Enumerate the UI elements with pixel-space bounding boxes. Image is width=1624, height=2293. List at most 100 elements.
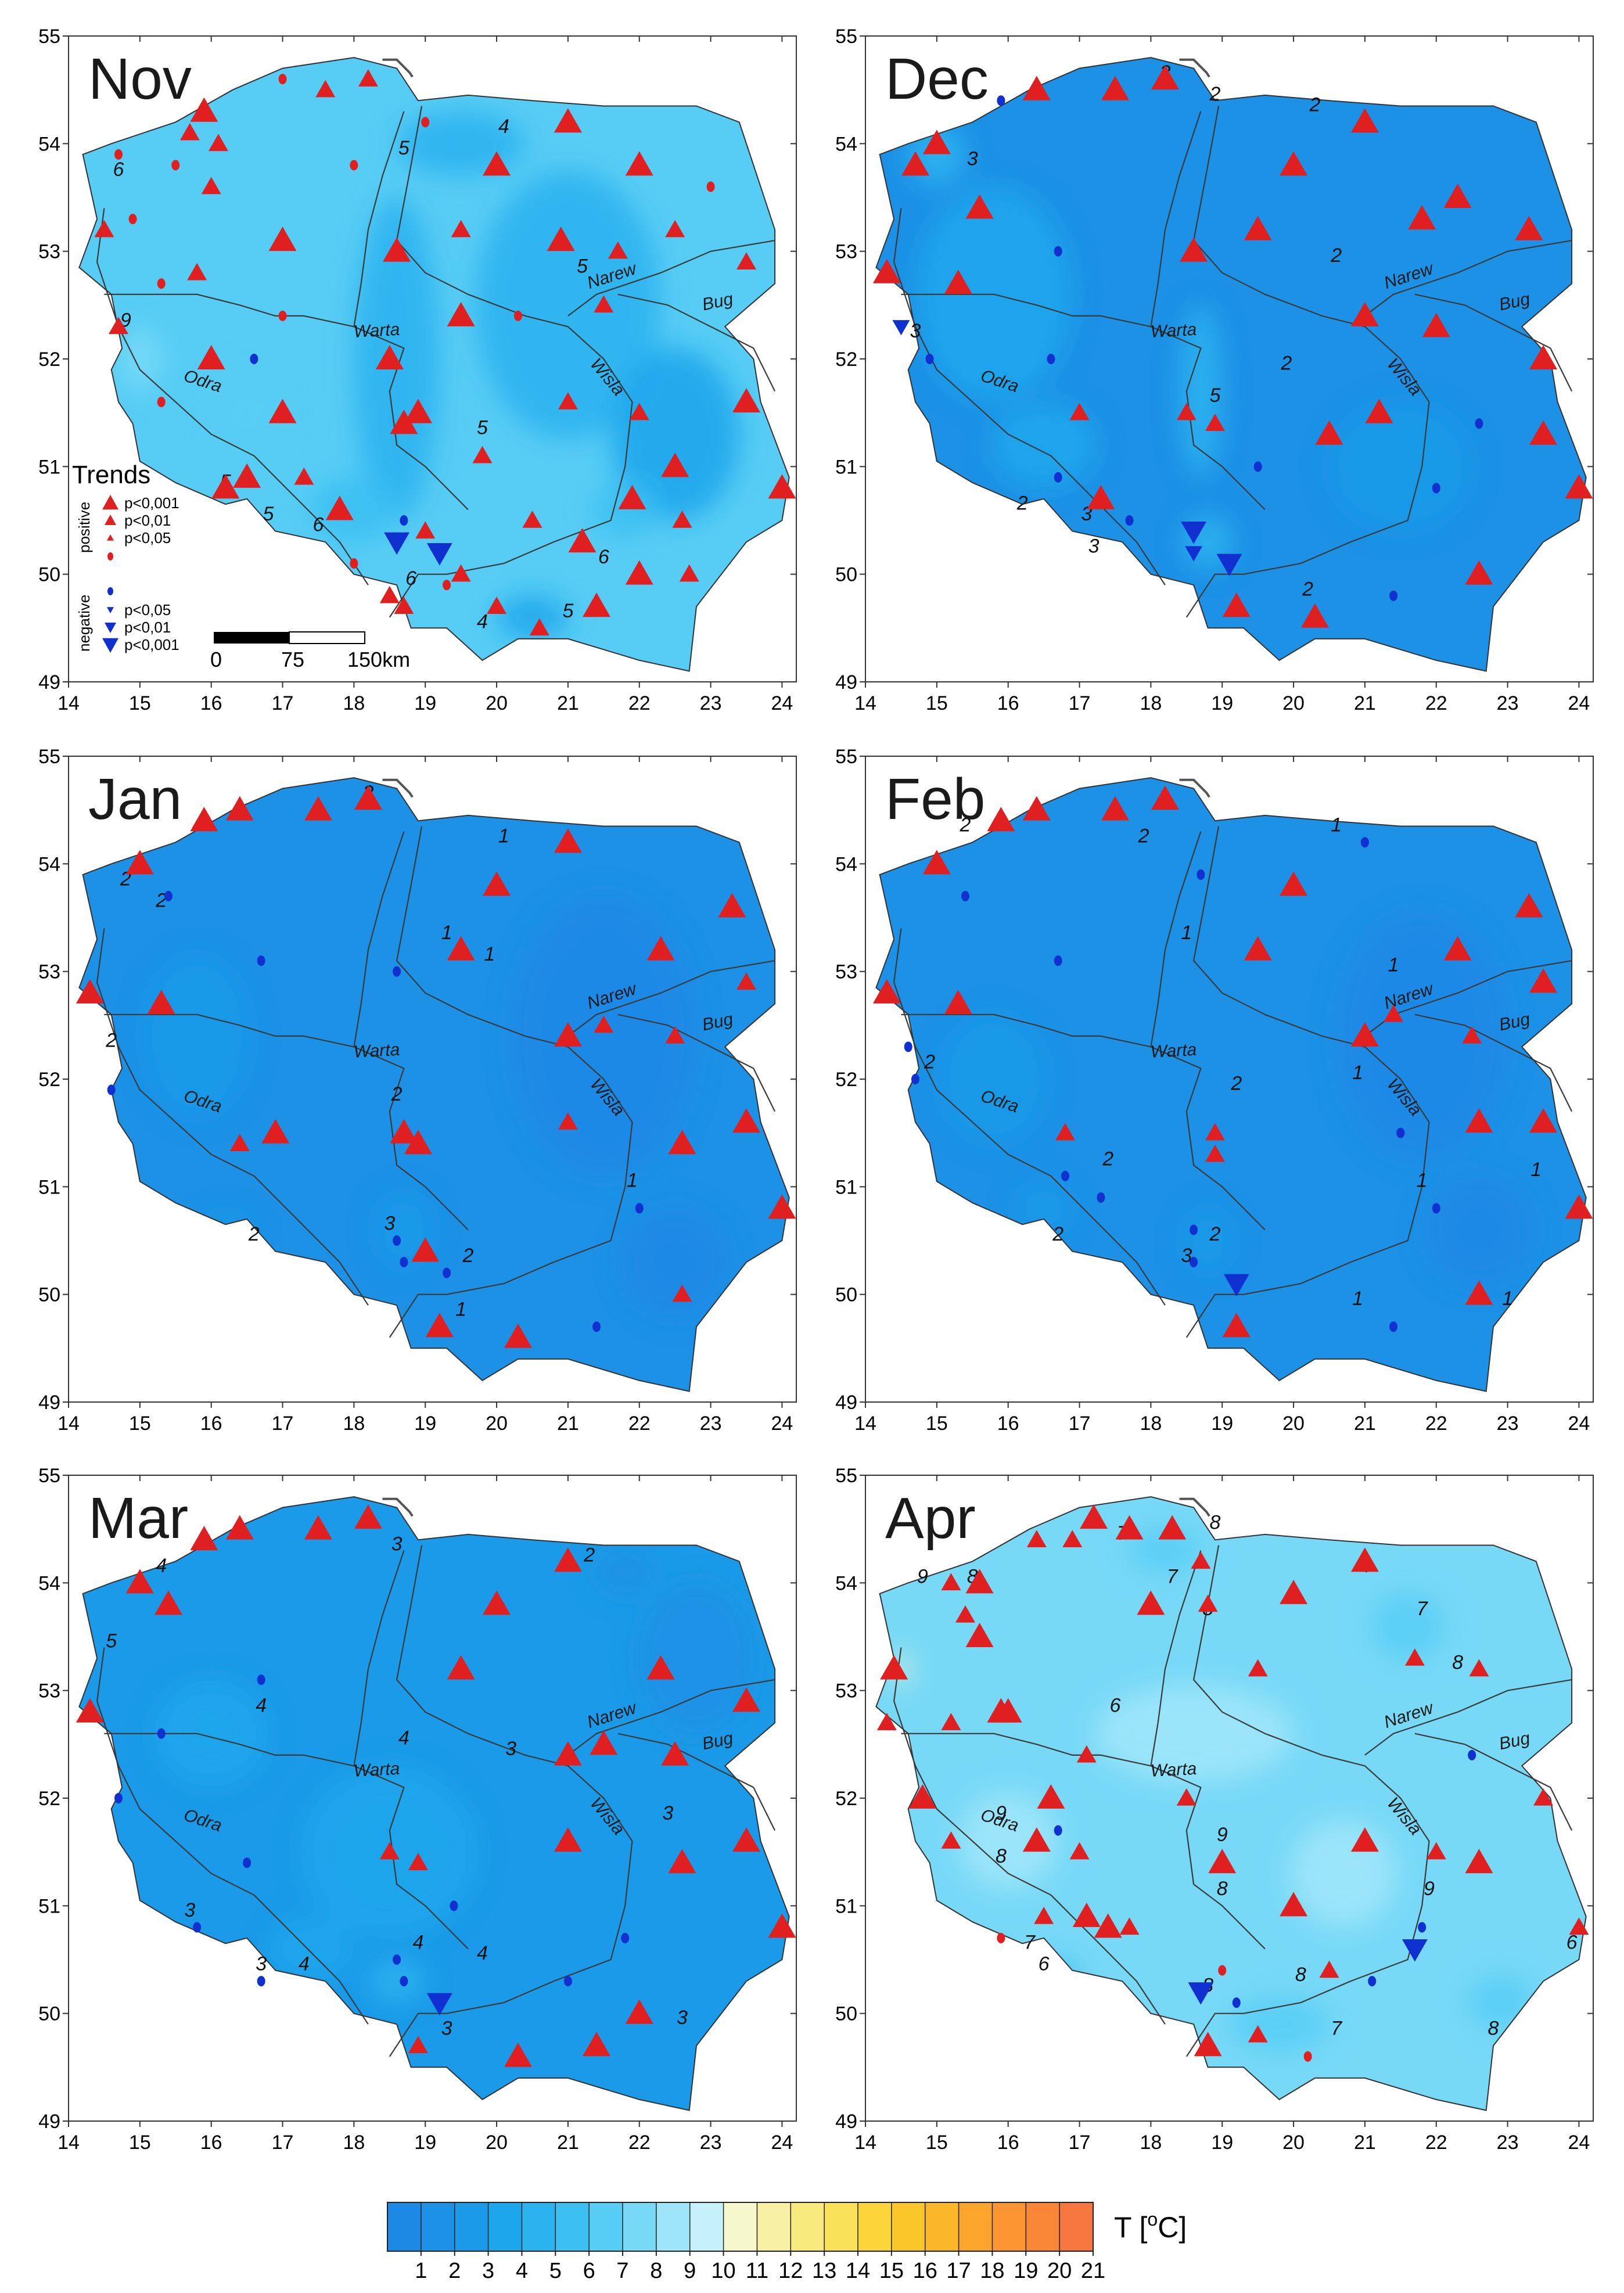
station-positive-triangle <box>451 564 471 582</box>
y-tick-label: 52 <box>38 1069 60 1091</box>
station-positive-triangle <box>375 345 404 369</box>
station-positive-triangle <box>208 134 228 152</box>
temperature-zone <box>211 369 283 456</box>
station-positive-triangle <box>379 1842 400 1860</box>
colorbar-swatch <box>858 2202 892 2251</box>
station-positive-triangle <box>554 1547 582 1572</box>
station-positive-triangle <box>190 97 218 122</box>
station-negative-dot <box>925 354 934 364</box>
station-positive-triangle <box>1022 76 1051 100</box>
temperature-zone <box>1129 1529 1201 1572</box>
temperature-zone <box>1425 1176 1533 1284</box>
station-positive-triangle <box>76 1698 104 1723</box>
x-tick-label: 23 <box>700 2132 722 2154</box>
station-positive-triangle <box>768 1194 796 1219</box>
scale-bar: 0 75 150km <box>210 631 410 671</box>
station-positive-triangle <box>225 1515 254 1540</box>
isoline-label: 3 <box>1088 535 1100 558</box>
isoline-label: 4 <box>412 1931 423 1953</box>
station-positive-triangle <box>736 972 757 990</box>
station-negative-dot <box>393 966 401 977</box>
x-tick-label: 22 <box>1425 1413 1447 1435</box>
station-positive-triangle <box>558 1112 578 1130</box>
colorbar-label: 12 <box>778 2259 803 2283</box>
map-panel-mar: 14 15 16 17 18 19 20 21 22 23 2449505152535455Wart… <box>38 1465 797 2154</box>
river-line <box>389 1545 633 2057</box>
station-positive-triangle <box>1205 1144 1225 1162</box>
station-negative-dot <box>1061 1170 1069 1181</box>
station-positive-dot <box>171 160 180 171</box>
station-negative-dot <box>1389 590 1398 601</box>
station-positive-triangle <box>211 474 240 499</box>
temperature-zone <box>958 1792 1058 1890</box>
river-label-warta: Warta <box>353 1759 400 1781</box>
temperature-zone <box>1094 1685 1294 1782</box>
river-line <box>617 1733 776 1831</box>
station-positive-triangle <box>1408 205 1436 230</box>
y-tick-label: 50 <box>835 1284 857 1306</box>
river-line <box>1364 240 1572 317</box>
x-tick-label: 24 <box>771 1413 793 1435</box>
station-positive-triangle <box>187 263 207 281</box>
station-positive-triangle <box>201 177 221 195</box>
colorbar-title-main: T [ <box>1114 2211 1148 2244</box>
country-border <box>875 1496 1587 2111</box>
x-tick-label: 14 <box>854 692 876 714</box>
station-positive-triangle <box>922 130 951 154</box>
colorbar-swatch <box>656 2202 691 2251</box>
y-tick-label: 51 <box>38 1176 60 1198</box>
y-tick-label: 49 <box>38 2111 60 2133</box>
temperature-zone <box>497 595 568 639</box>
station-positive-triangle <box>487 596 507 614</box>
station-negative-dot <box>257 1976 265 1987</box>
legend-negative-item: p<0,01 <box>124 619 171 636</box>
station-positive-triangle <box>1565 474 1593 499</box>
station-positive-triangle <box>1087 484 1115 509</box>
station-positive-triangle <box>625 560 653 585</box>
isoline-label: 6 <box>1566 1931 1578 1953</box>
x-tick-label: 16 <box>997 2132 1019 2154</box>
station-positive-triangle <box>358 69 378 87</box>
station-positive-triangle <box>1443 184 1472 208</box>
station-negative-dot <box>450 1900 458 1911</box>
station-negative-dot <box>400 1257 408 1268</box>
station-positive-triangle <box>1515 215 1543 240</box>
panel-title: Mar <box>88 1486 188 1551</box>
isoline-label: 1 <box>1502 1288 1513 1310</box>
x-tick-label: 15 <box>926 692 948 714</box>
station-positive-triangle <box>1248 2025 1268 2043</box>
river-label-warta: Warta <box>1150 1040 1197 1062</box>
x-tick-label: 15 <box>129 1413 151 1435</box>
station-positive-triangle <box>1222 1313 1251 1338</box>
x-tick-label: 21 <box>1354 2132 1376 2154</box>
river-line <box>96 1647 369 2025</box>
station-negative-dot <box>1368 1976 1377 1987</box>
colorbar-swatch <box>791 2202 825 2251</box>
hel-peninsula <box>1179 58 1210 78</box>
station-positive-dot <box>278 310 287 321</box>
station-positive-triangle <box>768 1913 796 1938</box>
station-positive-triangle <box>872 258 901 283</box>
isoline-label: 2 <box>1138 825 1149 847</box>
isoline-label: 4 <box>156 1555 167 1577</box>
x-tick-label: 22 <box>628 1413 651 1435</box>
isoline-label: 9 <box>1217 1824 1228 1846</box>
station-positive-triangle <box>1069 402 1090 420</box>
station-positive-triangle <box>672 1284 692 1302</box>
x-tick-label: 23 <box>700 1413 722 1435</box>
station-positive-triangle <box>1022 1827 1051 1852</box>
x-tick-label: 17 <box>272 1413 294 1435</box>
station-positive-dot <box>997 1932 1005 1943</box>
station-positive-dot <box>421 117 430 128</box>
station-positive-triangle <box>1465 1280 1493 1305</box>
station-negative-dot <box>1047 354 1055 364</box>
station-positive-triangle <box>1198 1594 1218 1612</box>
station-positive-triangle <box>1244 936 1272 961</box>
station-positive-triangle <box>547 227 575 251</box>
river-line <box>389 826 633 1338</box>
x-tick-label: 16 <box>200 2132 222 2154</box>
river-line <box>893 928 1166 1306</box>
temperature-zone <box>1179 305 1223 477</box>
temperature-zone <box>511 896 697 1176</box>
x-tick-label: 24 <box>771 692 793 714</box>
